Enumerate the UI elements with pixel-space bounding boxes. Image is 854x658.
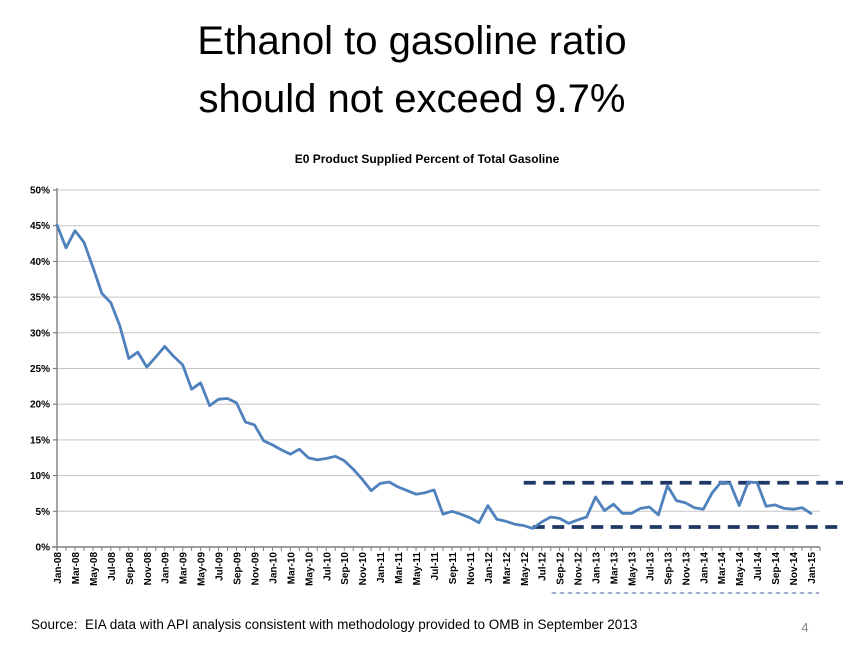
x-tick-label: Nov-11 [466,552,477,585]
x-tick-label: Jul-13 [645,552,656,581]
x-tick-label: Sep-08 [125,552,136,585]
x-tick-label: Jan-10 [268,552,279,584]
x-tick-label: Jul-12 [538,552,549,581]
series-line [55,223,813,530]
x-tick-label: Sep-14 [771,552,782,585]
y-tick-label: 45% [30,221,50,232]
x-tick-label: May-10 [304,552,315,586]
x-tick-label: Sep-11 [448,552,459,585]
x-tick-label: May-12 [520,552,531,586]
x-tick-label: Sep-09 [233,552,244,585]
x-tick-label: Jul-10 [322,552,333,581]
x-tick-label: Jan-15 [807,552,818,584]
x-tick-label: Sep-10 [340,552,351,585]
x-tick-label: Sep-13 [663,552,674,585]
x-tick-label: Jan-13 [592,552,603,584]
x-tick-label: Mar-11 [394,552,405,584]
x-tick-label: Mar-09 [179,552,190,585]
x-tick-label: Jan-11 [376,552,387,584]
y-tick-label: 30% [30,328,50,339]
x-tick-label: Jul-14 [753,552,764,581]
gridlines [57,189,820,512]
slide-title: Ethanol to gasoline ratio should not exc… [0,12,824,128]
x-tick-label: Nov-13 [681,552,692,586]
x-tick-label: Jan-08 [53,552,64,584]
slide-title-line2: should not exceed 9.7% [198,77,626,121]
x-tick-label: Jan-12 [484,552,495,584]
page-number: 4 [801,620,809,635]
x-tick-label: Jul-11 [430,552,441,581]
x-tick-label: Mar-12 [502,552,513,585]
x-tick-label: Jul-08 [107,552,118,581]
y-tick-label: 15% [30,435,50,446]
x-tick-label: Jan-09 [161,552,172,584]
x-tick-label: Mar-10 [286,552,297,585]
y-axis-labels: 0% 5% 10% 15% 20% 25% 30% 35% 40% 45% 50% [30,186,57,554]
y-tick-label: 40% [30,257,50,268]
x-tick-label: Nov-14 [789,552,800,586]
chart-title: E0 Product Supplied Percent of Total Gas… [294,152,560,166]
line-chart: 0% 5% 10% 15% 20% 25% 30% 35% 40% 45% 50% Jan-08 Mar… [30,186,843,594]
y-tick-label: 25% [30,364,50,375]
x-tick-label: Sep-12 [556,552,567,585]
y-tick-label: 5% [36,507,51,518]
x-tick-label: Jan-14 [699,552,710,584]
y-tick-label: 10% [30,471,50,482]
x-tick-label: Nov-10 [358,552,369,586]
x-tick-label: Nov-12 [574,552,585,586]
source-note: Source: EIA data with API analysis consi… [31,617,638,632]
y-tick-label: 35% [30,293,50,304]
x-tick-label: May-13 [627,552,638,586]
x-tick-label: May-08 [89,552,100,586]
x-tick-label: Nov-08 [143,552,154,586]
x-tick-label: May-11 [412,552,423,586]
x-tick-label: Jul-09 [215,552,226,581]
x-tick-label: Mar-08 [71,552,82,585]
x-tick-label: Nov-09 [250,552,261,586]
x-tick-label: Mar-14 [717,552,728,585]
x-tick-label: May-14 [735,552,746,586]
y-tick-label: 50% [30,186,50,197]
y-tick-label: 20% [30,400,50,411]
x-tick-label: May-09 [197,552,208,586]
axes [52,188,820,551]
slide-title-line1: Ethanol to gasoline ratio [197,19,627,63]
x-tick-label: Mar-13 [610,552,621,585]
x-axis-labels: Jan-08 Mar-08 May-08 Jul-08 Sep-08 Nov-08 Jan-… [53,547,821,586]
y-tick-label: 0% [36,543,51,554]
